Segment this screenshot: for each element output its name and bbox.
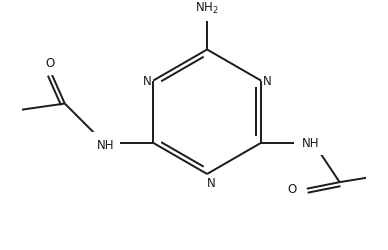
- Text: NH$_2$: NH$_2$: [195, 1, 219, 16]
- Text: O: O: [288, 182, 297, 196]
- Text: NH: NH: [96, 138, 114, 151]
- Text: NH: NH: [302, 137, 319, 150]
- Text: N: N: [263, 75, 271, 88]
- Text: O: O: [45, 57, 55, 70]
- Text: N: N: [207, 176, 216, 189]
- Text: N: N: [143, 75, 152, 88]
